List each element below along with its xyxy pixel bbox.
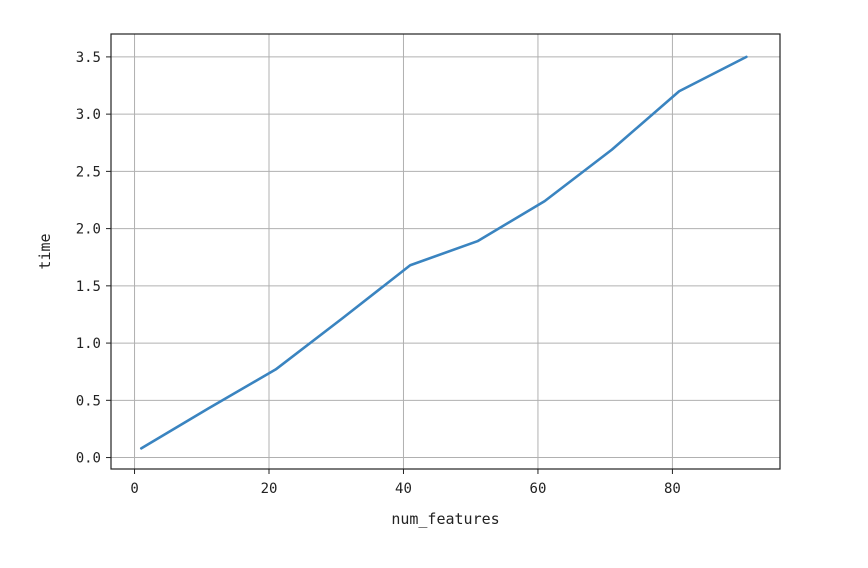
x-tick-label: 60: [530, 481, 547, 497]
x-tick-label: 80: [664, 481, 681, 497]
x-tick-label: 20: [261, 481, 278, 497]
y-tick-label: 1.0: [76, 336, 101, 352]
y-tick-label: 0.0: [76, 451, 101, 467]
grid-layer: [111, 34, 780, 469]
series-layer: [139, 55, 748, 450]
y-tick-label: 2.0: [76, 222, 101, 238]
plot-area-frame: [110, 33, 781, 470]
x-axis-label: num_features: [391, 510, 499, 528]
y-tick-label: 0.5: [76, 393, 101, 409]
tick-layer: 0 20 40 60 80 0.0 0.5 1.0 1.5 2.0 2.5 3.0 3.5: [76, 50, 681, 497]
series-line: [139, 55, 748, 450]
y-tick-label: 3.0: [76, 107, 101, 123]
x-tick-label: 40: [395, 481, 412, 497]
y-axis-label: time: [36, 233, 54, 269]
y-tick-label: 1.5: [76, 279, 101, 295]
x-tick-label: 0: [130, 481, 138, 497]
y-tick-label: 2.5: [76, 164, 101, 180]
y-tick-label: 3.5: [76, 50, 101, 66]
